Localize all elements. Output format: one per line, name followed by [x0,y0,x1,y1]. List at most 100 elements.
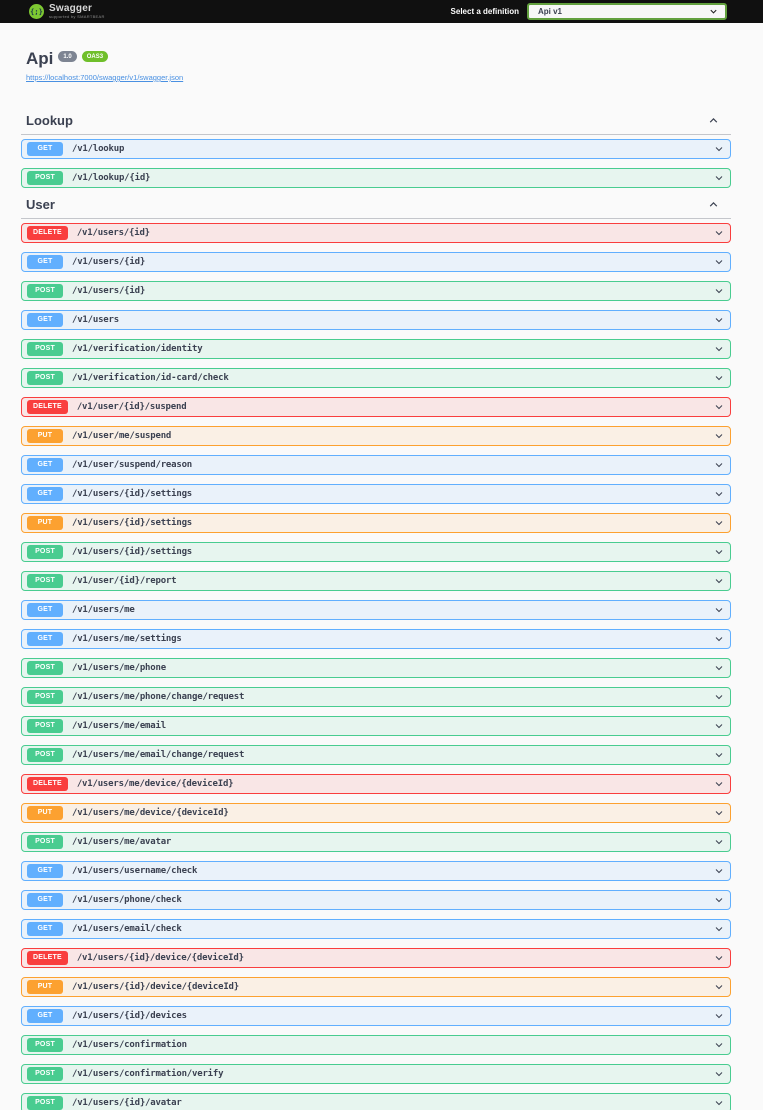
expand-operation-button[interactable] [714,373,724,383]
expand-operation-button[interactable] [714,721,724,731]
expand-operation-button[interactable] [714,663,724,673]
operation-row[interactable]: POST /v1/verification/identity [21,339,731,359]
method-badge: GET [27,893,63,907]
expand-operation-button[interactable] [714,344,724,354]
chevron-down-icon [714,837,724,847]
operation-row[interactable]: POST /v1/users/me/phone [21,658,731,678]
method-badge: DELETE [27,777,68,791]
operation-path: /v1/users/confirmation/verify [72,1069,224,1079]
operation-path: /v1/users/{id} [76,228,150,238]
expand-operation-button[interactable] [714,286,724,296]
expand-operation-button[interactable] [714,257,724,267]
expand-operation-button[interactable] [714,895,724,905]
chevron-down-icon [714,576,724,586]
operation-row[interactable]: POST /v1/lookup/{id} [21,168,731,188]
operation-row[interactable]: GET /v1/users/me/settings [21,629,731,649]
operation-row[interactable]: POST /v1/users/{id} [21,281,731,301]
operation-row[interactable]: GET /v1/users/email/check [21,919,731,939]
operation-row[interactable]: POST /v1/user/{id}/report [21,571,731,591]
operation-row[interactable]: GET /v1/user/suspend/reason [21,455,731,475]
operation-row[interactable]: POST /v1/users/confirmation [21,1035,731,1055]
tag-header[interactable]: User [21,197,731,219]
expand-operation-button[interactable] [714,924,724,934]
chevron-down-icon [714,315,724,325]
method-badge: GET [27,1009,63,1023]
expand-operation-button[interactable] [714,315,724,325]
operation-row[interactable]: GET /v1/users/{id}/settings [21,484,731,504]
operation-row[interactable]: GET /v1/users/{id} [21,252,731,272]
operation-row[interactable]: POST /v1/users/{id}/avatar [21,1093,731,1110]
expand-operation-button[interactable] [714,1040,724,1050]
expand-operation-button[interactable] [714,144,724,154]
expand-operation-button[interactable] [714,1098,724,1108]
expand-operation-button[interactable] [714,634,724,644]
page-title: Api [26,49,54,68]
operation-row[interactable]: POST /v1/verification/id-card/check [21,368,731,388]
chevron-down-icon [714,344,724,354]
operation-row[interactable]: DELETE /v1/user/{id}/suspend [21,397,731,417]
operation-row[interactable]: GET /v1/users/phone/check [21,890,731,910]
method-badge: POST [27,835,63,849]
operation-path: /v1/users/{id}/settings [72,547,193,557]
tag-header[interactable]: Lookup [21,113,731,135]
operation-row[interactable]: POST /v1/users/{id}/settings [21,542,731,562]
expand-operation-button[interactable] [714,953,724,963]
operation-path: /v1/users [72,315,119,325]
chevron-down-icon [714,1098,724,1108]
expand-operation-button[interactable] [714,547,724,557]
expand-operation-button[interactable] [714,518,724,528]
definition-select[interactable]: Api v1 [527,3,727,20]
expand-operation-button[interactable] [714,692,724,702]
expand-operation-button[interactable] [714,460,724,470]
operation-path: /v1/users/me/email [72,721,166,731]
operation-row[interactable]: GET /v1/users/me [21,600,731,620]
operation-row[interactable]: GET /v1/lookup [21,139,731,159]
expand-operation-button[interactable] [714,866,724,876]
operation-row[interactable]: GET /v1/users/username/check [21,861,731,881]
collapse-section-button[interactable] [708,115,719,126]
operation-row[interactable]: POST /v1/users/me/avatar [21,832,731,852]
operation-row[interactable]: DELETE /v1/users/{id} [21,223,731,243]
chevron-down-icon [709,7,718,16]
expand-operation-button[interactable] [714,837,724,847]
chevron-down-icon [714,1069,724,1079]
operation-row[interactable]: POST /v1/users/me/phone/change/request [21,687,731,707]
operation-path: /v1/users/{id}/settings [72,489,193,499]
method-badge: GET [27,632,63,646]
expand-operation-button[interactable] [714,489,724,499]
operation-row[interactable]: POST /v1/users/me/email/change/request [21,745,731,765]
operation-path: /v1/users/{id} [72,286,146,296]
topbar: {;} Swagger supported by SMARTBEAR Selec… [0,0,763,23]
operation-row[interactable]: PUT /v1/users/me/device/{deviceId} [21,803,731,823]
method-badge: GET [27,922,63,936]
expand-operation-button[interactable] [714,808,724,818]
expand-operation-button[interactable] [714,576,724,586]
spec-url-link[interactable]: https://localhost:7000/swagger/v1/swagge… [26,73,184,82]
expand-operation-button[interactable] [714,1011,724,1021]
operation-row[interactable]: DELETE /v1/users/{id}/device/{deviceId} [21,948,731,968]
operation-row[interactable]: PUT /v1/user/me/suspend [21,426,731,446]
collapse-section-button[interactable] [708,199,719,210]
operation-row[interactable]: POST /v1/users/me/email [21,716,731,736]
operation-row[interactable]: GET /v1/users [21,310,731,330]
expand-operation-button[interactable] [714,431,724,441]
method-badge: GET [27,313,63,327]
operation-row[interactable]: POST /v1/users/confirmation/verify [21,1064,731,1084]
method-badge: GET [27,458,63,472]
expand-operation-button[interactable] [714,1069,724,1079]
expand-operation-button[interactable] [714,750,724,760]
operation-path: /v1/users/phone/check [72,895,182,905]
expand-operation-button[interactable] [714,402,724,412]
expand-operation-button[interactable] [714,779,724,789]
operation-row[interactable]: DELETE /v1/users/me/device/{deviceId} [21,774,731,794]
expand-operation-button[interactable] [714,228,724,238]
expand-operation-button[interactable] [714,173,724,183]
operation-row[interactable]: GET /v1/users/{id}/devices [21,1006,731,1026]
swagger-logo-link[interactable]: {;} Swagger supported by SMARTBEAR [29,4,105,19]
expand-operation-button[interactable] [714,982,724,992]
operation-row[interactable]: PUT /v1/users/{id}/device/{deviceId} [21,977,731,997]
operation-row[interactable]: PUT /v1/users/{id}/settings [21,513,731,533]
operation-path: /v1/user/{id}/suspend [76,402,187,412]
method-badge: PUT [27,516,63,530]
expand-operation-button[interactable] [714,605,724,615]
